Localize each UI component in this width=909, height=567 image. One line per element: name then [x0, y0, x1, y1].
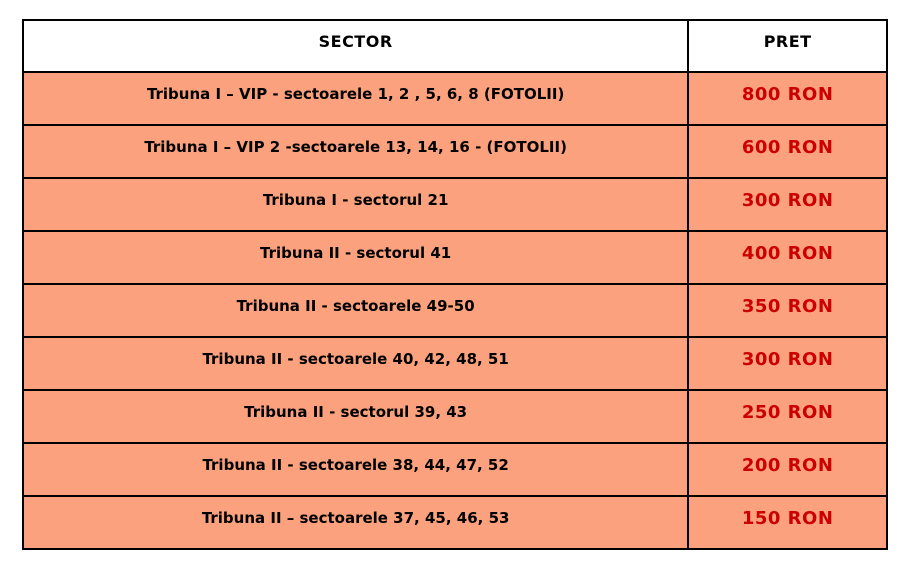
table-row: Tribuna II - sectoarele 49-50 350 RON [21, 283, 888, 338]
price-cell: 300 RON [687, 177, 888, 232]
sector-cell: Tribuna I - sectorul 21 [21, 177, 690, 232]
table-row: Tribuna II - sectorul 39, 43 250 RON [21, 389, 888, 444]
column-header-pret: PRET [687, 19, 888, 73]
price-cell: 400 RON [687, 230, 888, 285]
price-cell: 600 RON [687, 124, 888, 179]
sector-cell: Tribuna II - sectoarele 40, 42, 48, 51 [21, 336, 690, 391]
table-row: Tribuna I – VIP - sectoarele 1, 2 , 5, 6… [21, 71, 888, 126]
sector-cell: Tribuna I – VIP - sectoarele 1, 2 , 5, 6… [21, 71, 690, 126]
sector-cell: Tribuna II - sectorul 39, 43 [21, 389, 690, 444]
table-row: Tribuna I – VIP 2 -sectoarele 13, 14, 16… [21, 124, 888, 179]
table-header-row: SECTOR PRET [21, 19, 888, 73]
price-cell: 200 RON [687, 442, 888, 497]
price-cell: 800 RON [687, 71, 888, 126]
table-row: Tribuna II - sectorul 41 400 RON [21, 230, 888, 285]
price-cell: 150 RON [687, 495, 888, 550]
ticket-price-table: SECTOR PRET Tribuna I – VIP - sectoarele… [21, 19, 888, 550]
price-cell: 350 RON [687, 283, 888, 338]
column-header-sector: SECTOR [21, 19, 690, 73]
sector-cell: Tribuna II – sectoarele 37, 45, 46, 53 [21, 495, 690, 550]
table-row: Tribuna I - sectorul 21 300 RON [21, 177, 888, 232]
table-row: Tribuna II – sectoarele 37, 45, 46, 53 1… [21, 495, 888, 550]
price-cell: 250 RON [687, 389, 888, 444]
sector-cell: Tribuna II - sectoarele 38, 44, 47, 52 [21, 442, 690, 497]
price-cell: 300 RON [687, 336, 888, 391]
sector-cell: Tribuna II - sectoarele 49-50 [21, 283, 690, 338]
table-row: Tribuna II - sectoarele 38, 44, 47, 52 2… [21, 442, 888, 497]
sector-cell: Tribuna I – VIP 2 -sectoarele 13, 14, 16… [21, 124, 690, 179]
sector-cell: Tribuna II - sectorul 41 [21, 230, 690, 285]
table-row: Tribuna II - sectoarele 40, 42, 48, 51 3… [21, 336, 888, 391]
